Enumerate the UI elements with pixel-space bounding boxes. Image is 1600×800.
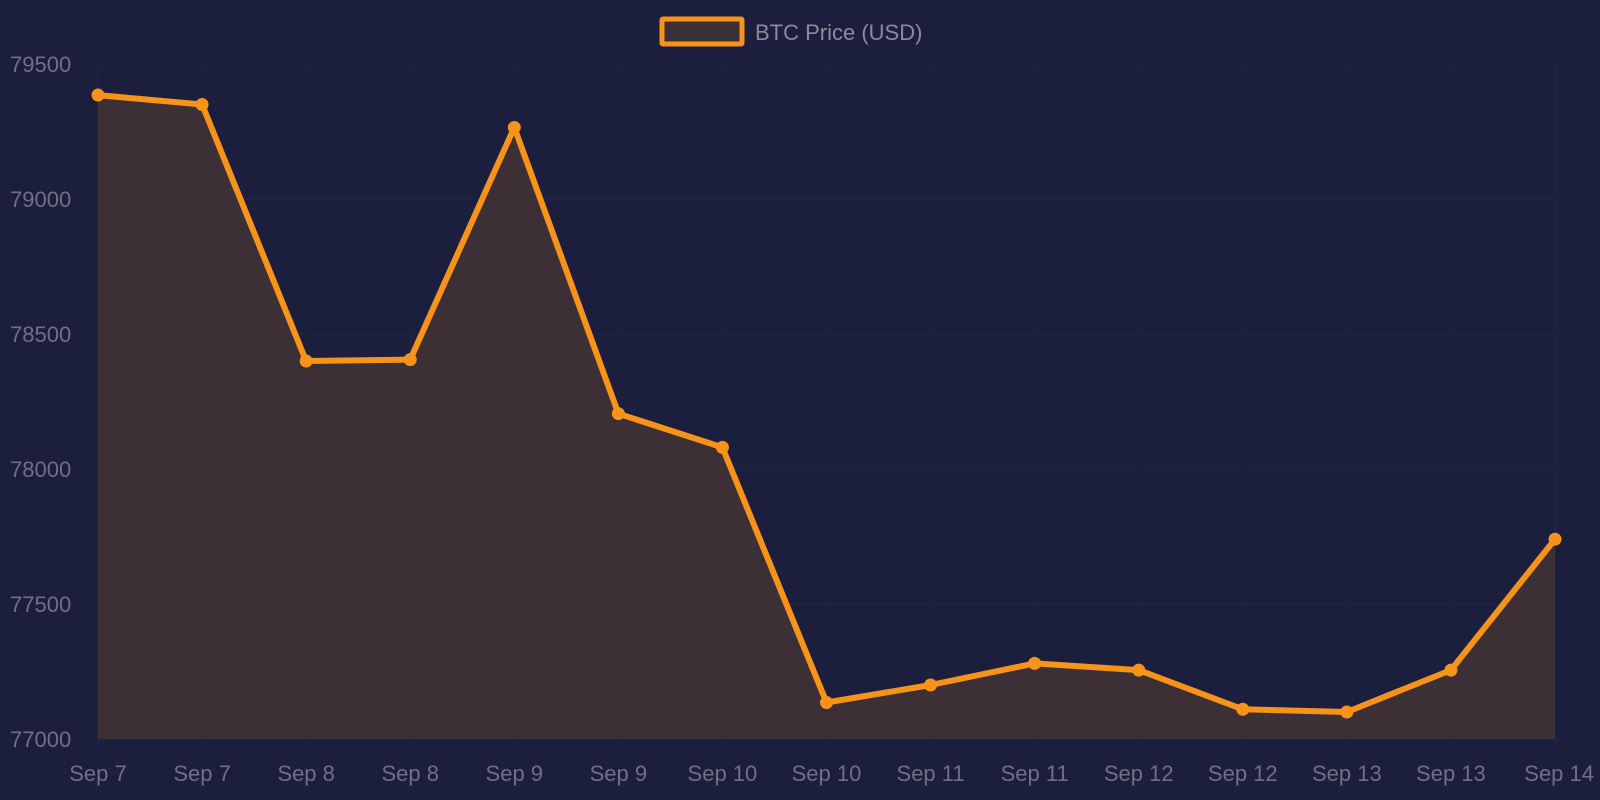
x-tick-label: Sep 13 bbox=[1312, 761, 1382, 786]
legend[interactable]: BTC Price (USD) bbox=[659, 16, 922, 47]
x-tick-label: Sep 12 bbox=[1208, 761, 1278, 786]
y-tick-label: 78500 bbox=[10, 322, 71, 347]
y-tick-label: 79000 bbox=[10, 187, 71, 212]
data-point[interactable] bbox=[820, 696, 833, 710]
y-tick-label: 77500 bbox=[10, 592, 71, 617]
x-tick-label: Sep 8 bbox=[381, 761, 439, 786]
data-point[interactable] bbox=[1548, 532, 1562, 546]
x-tick-label: Sep 9 bbox=[590, 761, 648, 786]
data-point[interactable] bbox=[507, 120, 521, 134]
x-tick-label: Sep 10 bbox=[792, 761, 862, 786]
data-point[interactable] bbox=[1028, 656, 1042, 670]
y-tick-label: 78000 bbox=[10, 457, 71, 482]
data-point[interactable] bbox=[715, 440, 729, 454]
data-point[interactable] bbox=[299, 354, 313, 368]
y-tick-label: 79500 bbox=[10, 52, 71, 77]
y-tick-label: 77000 bbox=[10, 727, 71, 752]
y-axis-tick-labels: 79500 79000 78500 78000 77500 77000 bbox=[10, 52, 71, 752]
area-fill bbox=[98, 95, 1555, 740]
legend-label[interactable]: BTC Price (USD) bbox=[755, 20, 922, 45]
data-point[interactable] bbox=[91, 88, 105, 102]
data-point[interactable] bbox=[1132, 663, 1146, 677]
x-tick-label: Sep 12 bbox=[1104, 761, 1174, 786]
x-tick-label: Sep 8 bbox=[277, 761, 335, 786]
x-tick-label: Sep 14 bbox=[1524, 761, 1594, 786]
data-point[interactable] bbox=[1444, 663, 1458, 677]
x-tick-label: Sep 9 bbox=[486, 761, 544, 786]
data-point[interactable] bbox=[611, 407, 625, 421]
legend-swatch[interactable] bbox=[659, 16, 745, 47]
data-point[interactable] bbox=[195, 98, 209, 111]
data-point[interactable] bbox=[924, 678, 938, 692]
data-point[interactable] bbox=[1340, 705, 1354, 719]
x-tick-label: Sep 10 bbox=[688, 761, 758, 786]
x-tick-label: Sep 13 bbox=[1416, 761, 1486, 786]
x-tick-label: Sep 11 bbox=[1001, 761, 1069, 786]
x-axis-tick-labels: Sep 7 Sep 7 Sep 8 Sep 8 Sep 9 Sep 9 Sep 10 Sep … bbox=[69, 761, 1594, 786]
x-tick-label: Sep 7 bbox=[173, 761, 231, 786]
x-tick-label: Sep 11 bbox=[897, 761, 965, 786]
data-point[interactable] bbox=[1236, 702, 1250, 716]
x-tick-label: Sep 7 bbox=[69, 761, 127, 786]
data-point[interactable] bbox=[403, 353, 417, 367]
data-points bbox=[91, 88, 1562, 719]
